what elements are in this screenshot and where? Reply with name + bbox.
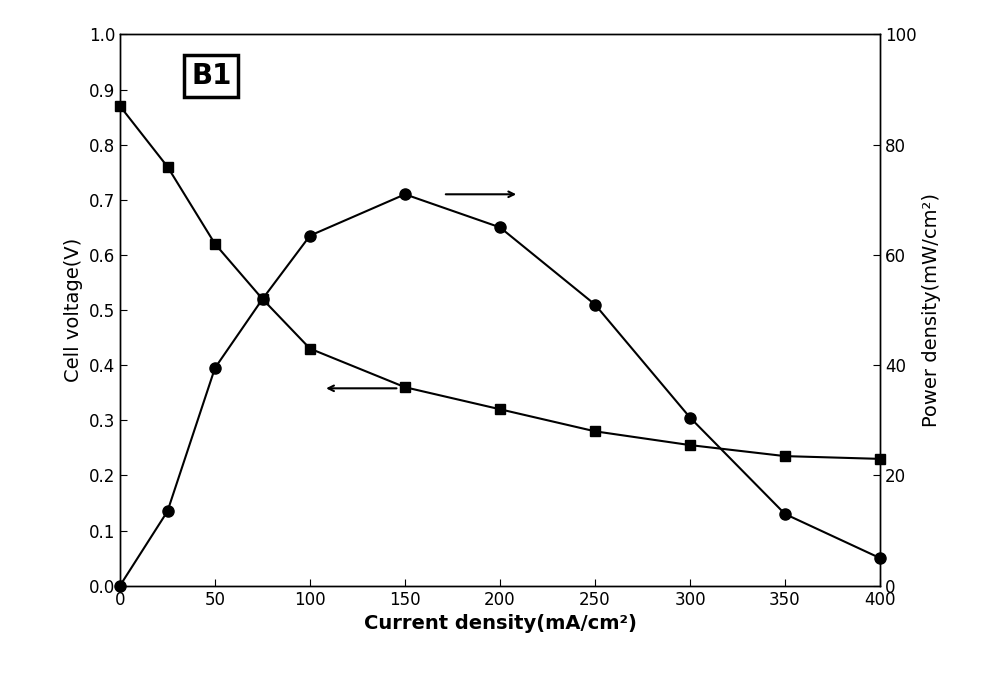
Y-axis label: Cell voltage(V): Cell voltage(V) bbox=[64, 238, 83, 382]
X-axis label: Current density(mA/cm²): Current density(mA/cm²) bbox=[364, 614, 636, 633]
Text: B1: B1 bbox=[191, 62, 231, 90]
Y-axis label: Power density(mW/cm²): Power density(mW/cm²) bbox=[922, 193, 941, 427]
